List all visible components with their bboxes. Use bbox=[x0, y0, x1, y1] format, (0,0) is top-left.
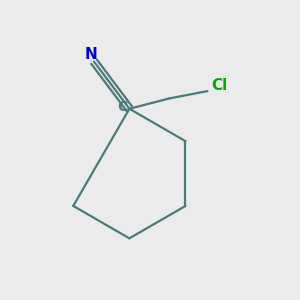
Text: C: C bbox=[117, 100, 127, 114]
Text: Cl: Cl bbox=[211, 78, 227, 93]
Text: N: N bbox=[85, 47, 98, 62]
